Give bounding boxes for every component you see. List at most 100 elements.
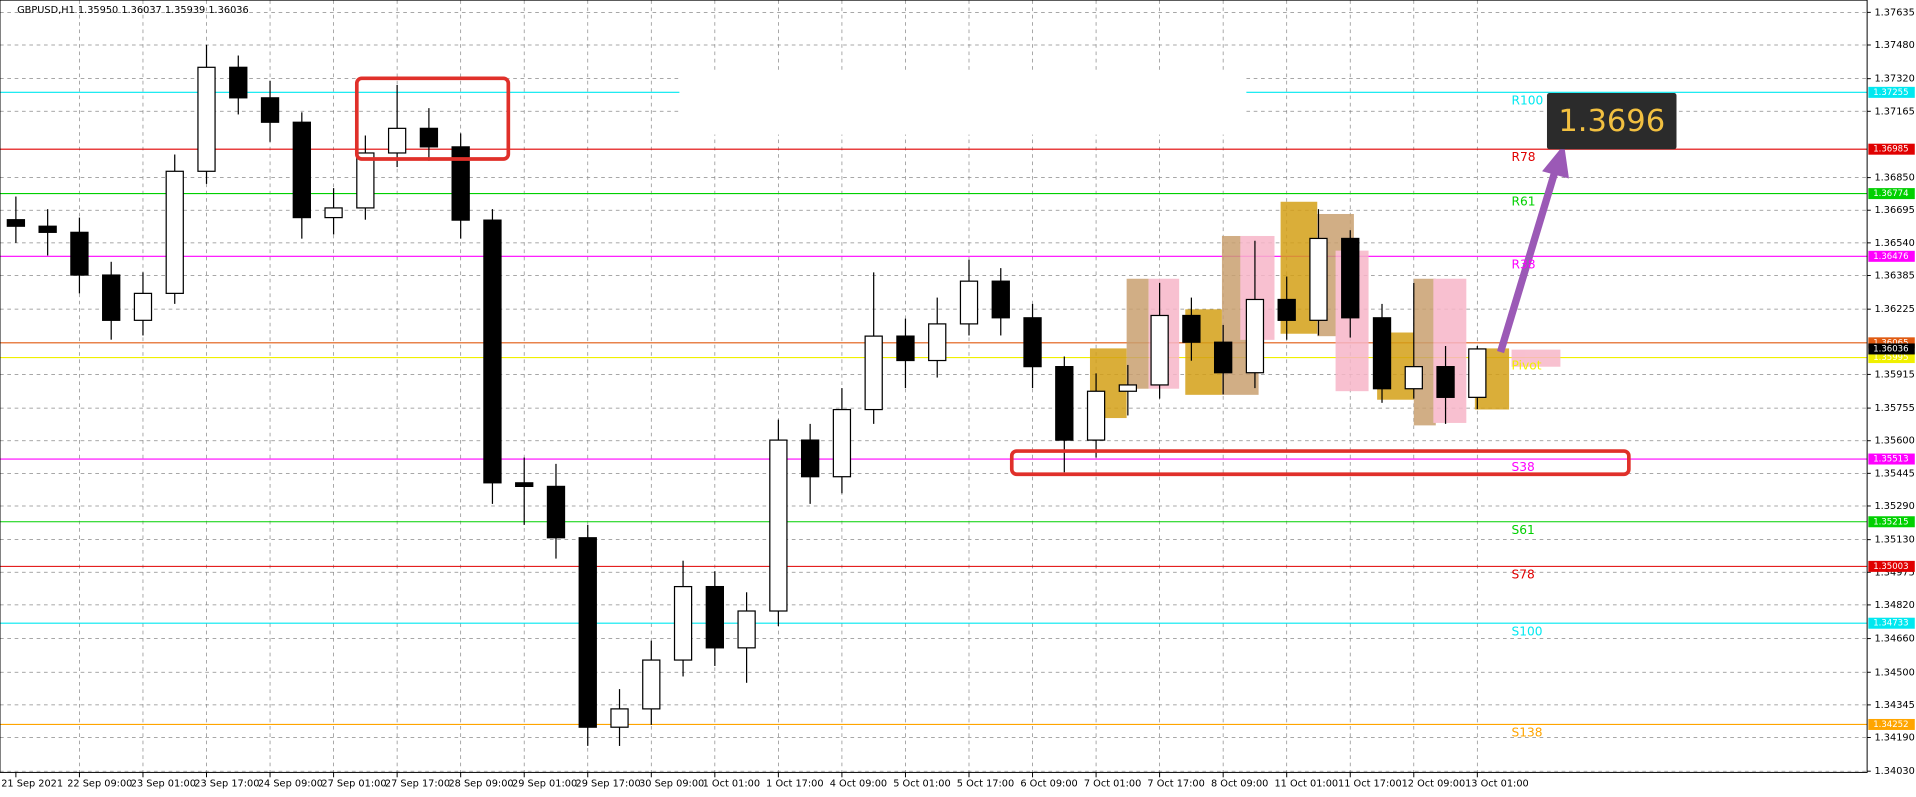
- y-tick-label: 1.35915: [1874, 369, 1914, 380]
- x-tick-label: 23 Sep 17:00: [194, 778, 259, 789]
- current-price-label: 1.36036: [1873, 344, 1908, 354]
- level-tag-label: 1.36476: [1873, 252, 1908, 262]
- candle-body: [705, 585, 724, 649]
- candle-body: [896, 335, 915, 362]
- y-tick-label: 1.36850: [1874, 173, 1914, 184]
- annotation-box: [1546, 93, 1677, 150]
- candle-body: [1468, 348, 1487, 398]
- candle-body: [483, 219, 502, 484]
- level-label: S38: [1512, 460, 1535, 474]
- y-tick-label: 1.34345: [1874, 700, 1914, 711]
- level-tag: [1868, 560, 1915, 572]
- level-tag-label: 1.35215: [1873, 517, 1908, 527]
- level-tag-label: 1.36985: [1873, 145, 1908, 155]
- candle-body: [642, 659, 661, 710]
- x-tick-label: 1 Oct 17:00: [766, 778, 823, 789]
- candle-body: [260, 97, 280, 123]
- x-tick-label: 5 Oct 17:00: [957, 778, 1014, 789]
- candle-body: [1436, 366, 1455, 398]
- level-tag-label: 1.36774: [1873, 189, 1908, 199]
- candle-body: [1277, 298, 1296, 321]
- x-tick-label: 8 Oct 09:00: [1211, 778, 1268, 789]
- y-tick-label: 1.36385: [1874, 270, 1914, 281]
- level-tag: [1868, 337, 1915, 349]
- x-tick-label: 28 Sep 09:00: [448, 778, 513, 789]
- level-tag: [1868, 250, 1915, 262]
- y-tick-label: 1.35445: [1874, 468, 1914, 479]
- level-label: S100: [1512, 624, 1543, 638]
- x-tick-label: 29 Sep 01:00: [512, 778, 577, 789]
- level-tag: [1868, 617, 1915, 629]
- candle-body: [1023, 317, 1042, 368]
- candle-body: [419, 127, 439, 148]
- candle-body: [197, 66, 216, 172]
- y-tick-label: 1.34500: [1874, 667, 1914, 678]
- x-tick-label: 7 Oct 17:00: [1147, 778, 1204, 789]
- candle-body: [864, 335, 883, 411]
- x-tick-label: 24 Sep 09:00: [258, 778, 323, 789]
- candle-body: [102, 274, 121, 321]
- candle-body: [959, 280, 979, 325]
- y-tick-label: 1.37165: [1874, 106, 1914, 117]
- y-tick-label: 1.36695: [1874, 205, 1914, 216]
- candle-body: [800, 439, 820, 478]
- x-tick-label: 23 Sep 01:00: [131, 778, 196, 789]
- level-tag-label: 1.36065: [1873, 338, 1908, 348]
- current-price-tag: [1868, 343, 1915, 355]
- candle-body: [6, 219, 26, 227]
- x-tick-label: 5 Oct 01:00: [893, 778, 950, 789]
- level-tag: [1868, 516, 1915, 528]
- x-tick-label: 29 Sep 17:00: [576, 778, 641, 789]
- candle-body: [515, 482, 534, 488]
- level-label: S78: [1512, 567, 1535, 581]
- x-tick-label: 11 Oct 01:00: [1274, 778, 1338, 789]
- candle-body: [387, 127, 407, 154]
- x-tick-label: 21 Sep 2021: [1, 778, 63, 789]
- x-tick-label: 27 Sep 01:00: [321, 778, 386, 789]
- candle-body: [70, 231, 89, 276]
- y-tick-label: 1.37480: [1874, 40, 1914, 51]
- chart-title: GBPUSD,H1 1.35950 1.36037 1.35939 1.3603…: [17, 5, 249, 16]
- y-tick-label: 1.35290: [1874, 501, 1914, 512]
- level-tag: [1868, 352, 1915, 364]
- level-label: R38: [1512, 257, 1536, 271]
- arrow: [1497, 172, 1558, 354]
- candle-body: [38, 225, 57, 233]
- candle-body: [229, 66, 248, 99]
- box: [1511, 349, 1561, 367]
- level-tag: [1868, 143, 1915, 155]
- candle-body: [546, 485, 566, 539]
- y-tick-label: 1.34030: [1874, 766, 1914, 777]
- x-tick-label: 11 Oct 17:00: [1338, 778, 1402, 789]
- annotation: 1.3696: [1558, 104, 1665, 139]
- candle-body: [165, 170, 184, 294]
- level-tag-label: 1.35003: [1873, 562, 1908, 572]
- level-tag-label: 1.34733: [1873, 619, 1908, 629]
- x-tick-label: 12 Oct 09:00: [1402, 778, 1466, 789]
- y-tick-label: 1.34190: [1874, 733, 1914, 744]
- candle-body: [1404, 366, 1423, 390]
- y-tick-label: 1.34820: [1874, 600, 1914, 611]
- level-label: R100: [1512, 93, 1544, 107]
- candle-body: [769, 439, 788, 612]
- level-label: R61: [1512, 195, 1536, 209]
- candle-body: [578, 537, 597, 728]
- candle-body: [292, 121, 311, 219]
- level-tag: [1868, 188, 1915, 200]
- candle-body: [1341, 237, 1360, 319]
- highlight-box: [1009, 449, 1631, 477]
- candle-body: [832, 408, 852, 478]
- box: [1433, 278, 1467, 423]
- x-tick-label: 27 Sep 17:00: [385, 778, 450, 789]
- candle-body: [1213, 341, 1233, 374]
- level-tag: [1868, 453, 1915, 465]
- level-tag: [1868, 718, 1915, 730]
- x-tick-label: 22 Sep 09:00: [67, 778, 132, 789]
- candle-body: [451, 146, 470, 221]
- x-tick-label: 4 Oct 09:00: [830, 778, 887, 789]
- arrow-head: [1542, 144, 1569, 179]
- candle-body: [673, 585, 693, 661]
- level-label: Pivot: [1512, 359, 1542, 373]
- x-tick-label: 7 Oct 01:00: [1084, 778, 1141, 789]
- y-tick-label: 1.34660: [1874, 634, 1914, 645]
